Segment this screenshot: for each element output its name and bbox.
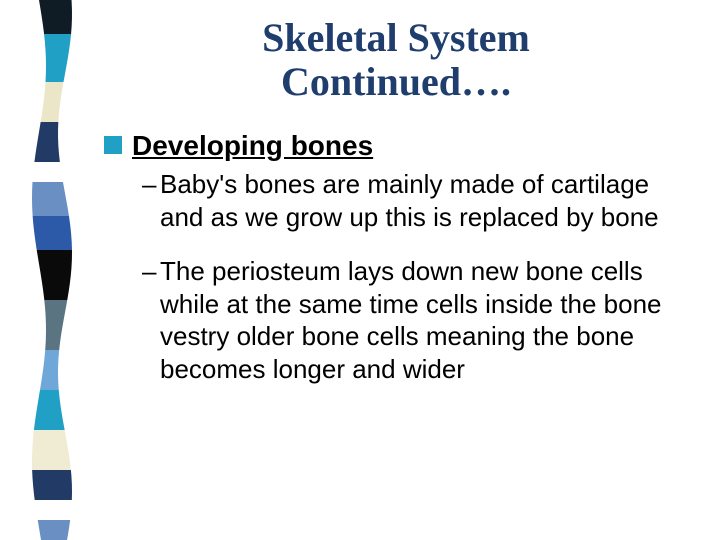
body-block: Developing bones – Baby's bones are main… (98, 130, 694, 385)
title-line-1: Skeletal System (262, 15, 530, 60)
sub-point-text: Baby's bones are mainly made of cartilag… (160, 168, 694, 233)
title-line-2: Continued…. (281, 59, 511, 104)
level1-heading: Developing bones (132, 130, 373, 162)
sub-point-text: The periosteum lays down new bone cells … (160, 255, 694, 385)
square-bullet-icon (104, 136, 122, 154)
decorative-sideband (32, 0, 72, 540)
bullet-level2: – Baby's bones are mainly made of cartil… (104, 168, 694, 233)
dash-bullet-icon: – (142, 255, 160, 288)
dash-bullet-icon: – (142, 168, 160, 201)
bullet-level2: – The periosteum lays down new bone cell… (104, 255, 694, 385)
page-title: Skeletal System Continued…. (98, 16, 694, 104)
slide-content: Skeletal System Continued…. Developing b… (98, 0, 694, 407)
bullet-level1: Developing bones (104, 130, 694, 162)
